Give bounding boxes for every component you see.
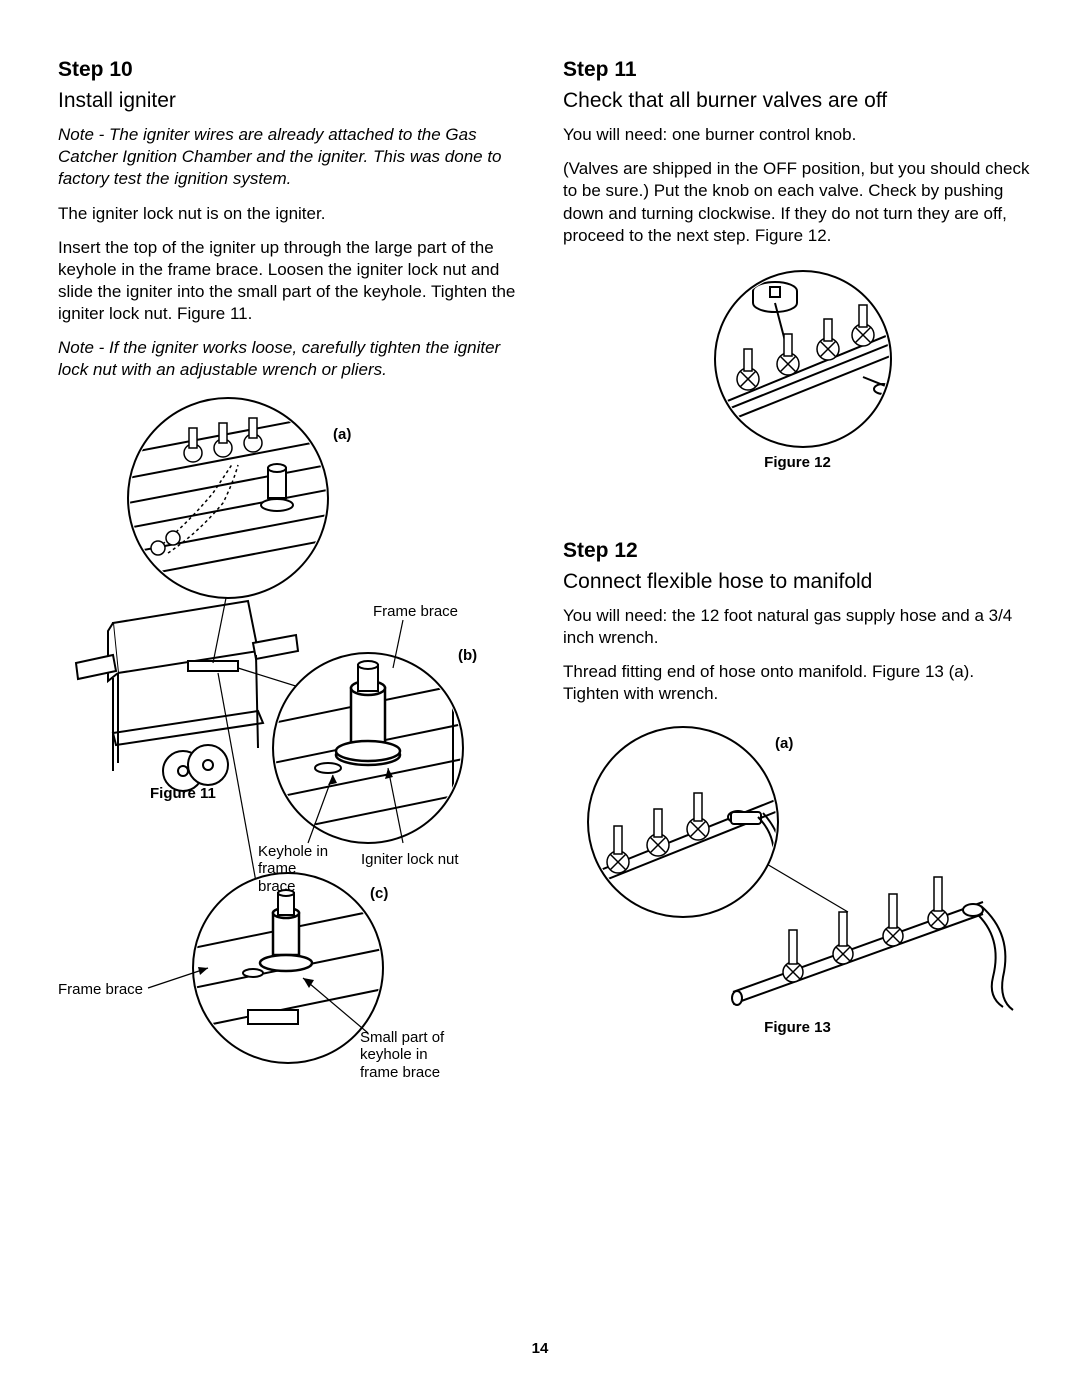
step-10-heading: Step 10 [58,58,527,82]
page-columns: Step 10 Install igniter Note - The ignit… [58,58,1032,1121]
step-12-heading: Step 12 [563,539,1032,563]
step-10-p1: The igniter lock nut is on the igniter. [58,203,527,225]
callout-c: (c) [370,885,388,902]
callout-frame-brace-2: Frame brace [58,981,143,998]
page-number: 14 [0,1340,1080,1357]
figure-13: (a) Figure 13 [563,717,1032,1047]
callout-keyhole: Keyhole in frame brace [258,843,338,895]
callout-a: (a) [333,426,351,443]
figure-11-label: Figure 11 [150,785,216,802]
step-10-note-1: Note - The igniter wires are already att… [58,124,527,190]
figure-12-label: Figure 12 [563,454,1032,471]
figure-13-svg [563,717,1023,1027]
figure-12: Figure 12 [563,259,1032,489]
callout-small-part: Small part of keyhole in frame brace [360,1029,460,1081]
figure-13-label: Figure 13 [563,1019,1032,1036]
step-12: Step 12 Connect flexible hose to manifol… [563,539,1032,1048]
figure-11: (a) Frame brace (b) Figure 11 Keyhole in… [58,393,527,1093]
callout-b: (b) [458,647,477,664]
step-11-p2: (Valves are shipped in the OFF position,… [563,158,1032,246]
step-11-p1: You will need: one burner control knob. [563,124,1032,146]
step-10-note-2: Note - If the igniter works loose, caref… [58,337,527,381]
step-11-title: Check that all burner valves are off [563,88,1032,114]
callout-igniter-lock-nut: Igniter lock nut [361,851,459,868]
left-column: Step 10 Install igniter Note - The ignit… [58,58,527,1121]
callout-frame-brace: Frame brace [373,603,458,620]
step-11-heading: Step 11 [563,58,1032,82]
step-12-title: Connect flexible hose to manifold [563,569,1032,595]
step-11: Step 11 Check that all burner valves are… [563,58,1032,489]
right-column: Step 11 Check that all burner valves are… [563,58,1032,1121]
step-10: Step 10 Install igniter Note - The ignit… [58,58,527,1093]
step-12-p2: Thread fitting end of hose onto manifold… [563,661,1032,705]
step-12-p1: You will need: the 12 foot natural gas s… [563,605,1032,649]
callout-13a: (a) [775,735,793,752]
step-10-p2: Insert the top of the igniter up through… [58,237,527,325]
figure-12-svg [563,259,1023,459]
step-10-title: Install igniter [58,88,527,114]
